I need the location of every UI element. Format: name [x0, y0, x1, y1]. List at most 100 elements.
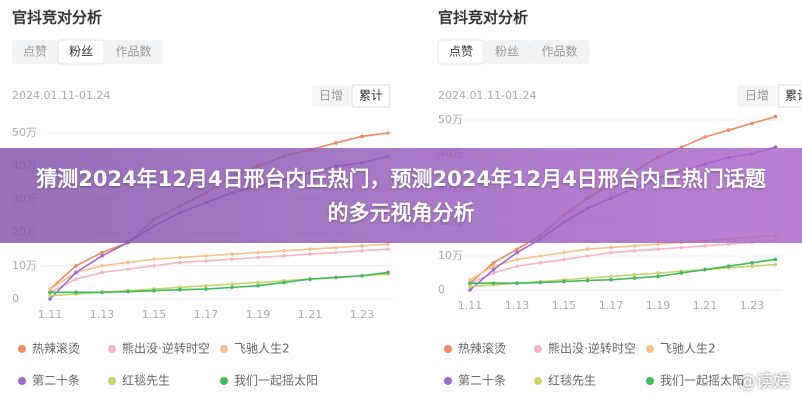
legend-label: 我们一起摇太阳 [234, 373, 318, 388]
point [360, 249, 364, 253]
x-tick-label: 1.17 [599, 299, 624, 312]
point [308, 247, 312, 251]
point [74, 290, 78, 295]
point [468, 278, 472, 282]
y-tick-label: 0 [438, 283, 445, 296]
toggle-label: 累计 [359, 89, 383, 103]
point [679, 245, 684, 250]
banner: 猜测2024年12月4日邢台内丘热门，预测2024年12月4日邢台内丘热门话题的… [0, 148, 802, 243]
point [360, 244, 364, 248]
point [585, 247, 590, 251]
point [204, 287, 208, 291]
point [360, 134, 364, 139]
point [152, 288, 156, 293]
legend-label: 红毯先生 [548, 373, 596, 388]
x-tick-label: 1.15 [142, 308, 167, 321]
point [703, 244, 707, 248]
tab[interactable] [530, 40, 589, 64]
tab[interactable] [12, 40, 58, 64]
tab-label: 作品数 [541, 44, 577, 59]
date-range: 2024.01.11-01.24 [438, 89, 536, 102]
point [609, 274, 613, 279]
point [609, 250, 613, 255]
x-tick-label: 1.21 [298, 308, 323, 321]
point [656, 247, 660, 251]
toggle-label: 日增 [745, 89, 769, 103]
point [562, 257, 566, 262]
tab-label: 点赞 [23, 45, 47, 59]
point [491, 281, 496, 286]
point [100, 290, 104, 295]
point [538, 261, 543, 265]
date-range: 2024.01.11-01.24 [12, 89, 110, 102]
legend-marker [534, 377, 542, 385]
point [256, 250, 260, 255]
point [334, 245, 338, 250]
tab-label: 粉丝 [69, 45, 93, 59]
tab-label: 粉丝 [495, 45, 519, 59]
x-tick-label: 1.15 [552, 299, 577, 312]
point [515, 264, 519, 269]
x-tick-label: 1.11 [38, 308, 63, 321]
point [48, 287, 52, 291]
toggle-label: 累计 [785, 89, 802, 103]
point [726, 242, 731, 246]
point [491, 264, 496, 269]
legend-marker [220, 345, 228, 353]
point [515, 247, 519, 251]
point [386, 131, 390, 135]
point [282, 254, 286, 258]
x-tick-label: 1.11 [458, 299, 483, 312]
toggle[interactable] [351, 84, 391, 108]
legend-marker [646, 345, 654, 353]
point [632, 244, 637, 248]
point [74, 270, 78, 275]
tab[interactable] [484, 40, 530, 64]
legend-label: 红毯先生 [122, 373, 170, 388]
point [515, 250, 519, 255]
point [360, 273, 364, 278]
banner-title: 猜测2024年12月4日邢台内丘热门，预测2024年12月4日邢台内丘热门话题的… [36, 166, 766, 225]
point [100, 270, 104, 275]
legend-label: 第二十条 [458, 374, 506, 388]
toggle[interactable] [738, 85, 776, 107]
point [230, 257, 234, 261]
point [204, 259, 208, 263]
point [100, 254, 104, 258]
point [230, 285, 234, 290]
point [750, 261, 754, 265]
point [773, 114, 778, 119]
point [632, 276, 637, 280]
point [204, 283, 208, 288]
series-line [49, 248, 389, 294]
point [515, 257, 519, 262]
point [308, 277, 312, 281]
point [468, 284, 472, 289]
point [750, 264, 754, 269]
point [632, 272, 637, 277]
point [282, 249, 286, 253]
legend-marker [18, 345, 26, 353]
toggle[interactable] [312, 85, 350, 107]
legend-label: 飞驰人生2 [660, 342, 716, 356]
point [656, 271, 660, 275]
legend-label: 熊出没·逆转时空 [548, 341, 636, 356]
legend-marker [18, 377, 26, 385]
panel-title: 官抖竞对分析 [12, 9, 102, 27]
point [282, 280, 286, 285]
point [48, 290, 52, 295]
legend-marker [108, 345, 116, 353]
legend-label: 飞驰人生2 [234, 342, 290, 356]
point [726, 128, 731, 132]
tab[interactable] [104, 40, 163, 64]
x-tick-label: 1.21 [693, 299, 718, 312]
point [679, 271, 684, 275]
point [386, 247, 390, 251]
series-line [470, 258, 776, 284]
point [491, 267, 496, 272]
y-tick-label: 0 [12, 292, 19, 305]
point [491, 261, 496, 265]
toggle[interactable] [777, 84, 802, 108]
point [126, 267, 130, 271]
point [100, 250, 104, 255]
